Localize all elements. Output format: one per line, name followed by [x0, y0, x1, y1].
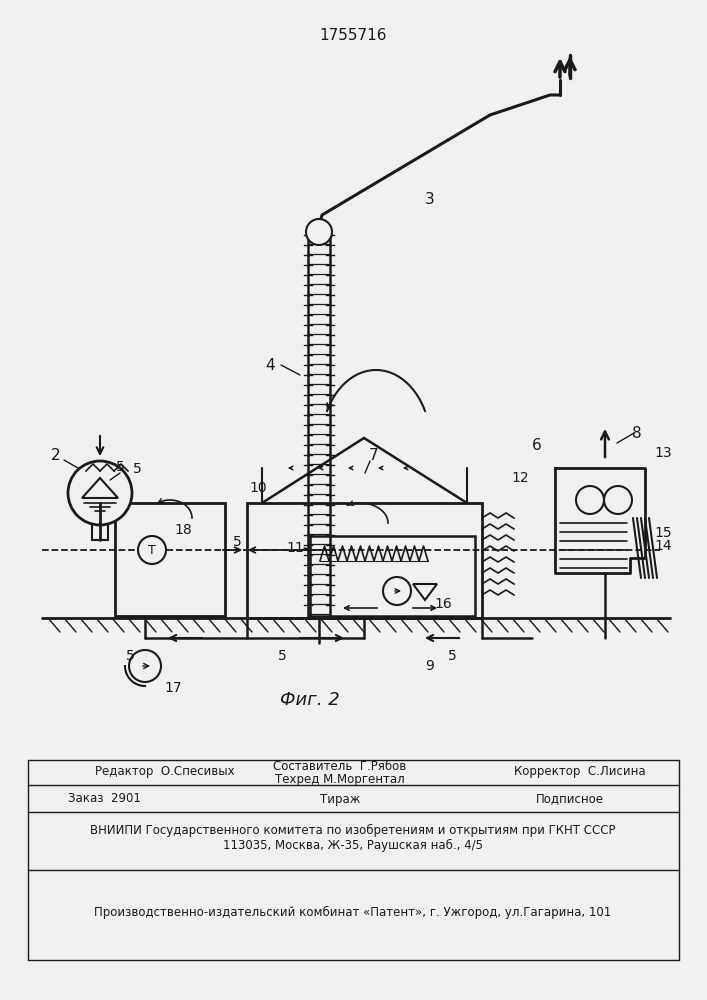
Text: 2: 2 [51, 448, 61, 464]
Text: Подписное: Подписное [536, 792, 604, 806]
Text: 4: 4 [265, 358, 275, 372]
Circle shape [68, 461, 132, 525]
Circle shape [138, 536, 166, 564]
Text: 9: 9 [426, 659, 434, 673]
Circle shape [576, 486, 604, 514]
Text: 5: 5 [233, 535, 241, 549]
Text: 13: 13 [654, 446, 672, 460]
Text: Тираж: Тираж [320, 792, 360, 806]
Text: 8: 8 [632, 426, 642, 440]
Text: 5: 5 [448, 649, 457, 663]
Text: Составитель  Г.Рябов: Составитель Г.Рябов [274, 760, 407, 774]
Text: 12: 12 [511, 471, 529, 485]
Text: Корректор  С.Лисина: Корректор С.Лисина [514, 764, 645, 778]
Circle shape [129, 650, 161, 682]
Circle shape [306, 219, 332, 245]
Text: 17: 17 [164, 681, 182, 695]
Bar [247, 503, 482, 618]
Polygon shape [555, 468, 645, 573]
Text: 11: 11 [286, 541, 304, 555]
Text: 16: 16 [434, 597, 452, 611]
Text: 5: 5 [133, 462, 141, 476]
Text: 15: 15 [654, 526, 672, 540]
Text: Производственно-издательский комбинат «Патент», г. Ужгород, ул.Гагарина, 101: Производственно-издательский комбинат «П… [94, 905, 612, 919]
Text: Фиг. 2: Фиг. 2 [280, 691, 340, 709]
Text: 6: 6 [532, 438, 542, 454]
Text: 18: 18 [174, 523, 192, 537]
Text: Редактор  О.Спесивых: Редактор О.Спесивых [95, 764, 235, 778]
Text: 113035, Москва, Ж-35, Раушская наб., 4/5: 113035, Москва, Ж-35, Раушская наб., 4/5 [223, 838, 483, 852]
Text: 1755716: 1755716 [320, 27, 387, 42]
Text: Заказ  2901: Заказ 2901 [68, 792, 141, 806]
Text: T: T [148, 544, 156, 556]
Text: 10: 10 [249, 481, 267, 495]
Circle shape [383, 577, 411, 605]
Text: 3: 3 [425, 192, 435, 208]
Text: 14: 14 [654, 539, 672, 553]
Text: ВНИИПИ Государственного комитета по изобретениям и открытиям при ГКНТ СССР: ВНИИПИ Государственного комитета по изоб… [90, 823, 616, 837]
Text: Техред М.Моргентал: Техред М.Моргентал [275, 772, 405, 786]
Text: 5: 5 [126, 649, 134, 663]
Bar [115, 503, 225, 616]
Text: 5: 5 [116, 460, 124, 474]
Bar [310, 536, 475, 616]
Text: 5: 5 [278, 649, 286, 663]
Text: 7: 7 [369, 448, 379, 462]
Circle shape [604, 486, 632, 514]
